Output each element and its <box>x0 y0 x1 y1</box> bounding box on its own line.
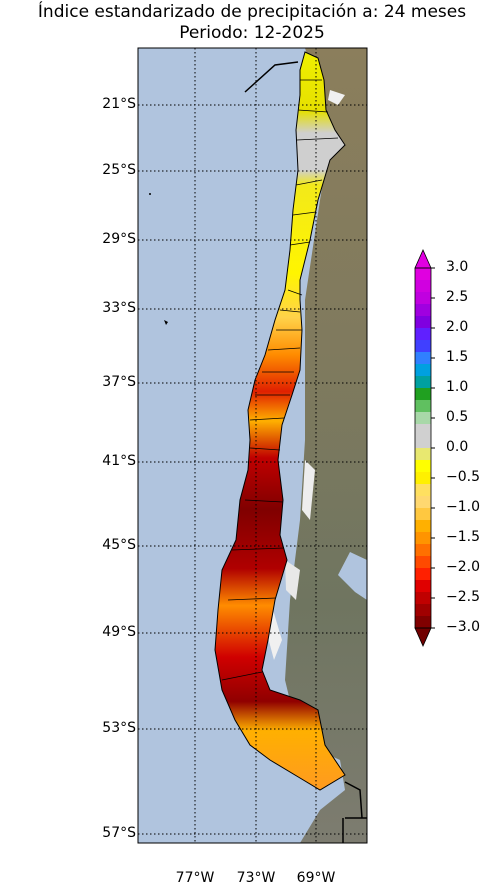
colorbar-swatch <box>415 400 431 413</box>
colorbar-swatch <box>415 520 431 533</box>
colorbar-tick-label: 3.0 <box>446 259 469 275</box>
colorbar-swatch <box>415 448 431 461</box>
lon-label-77w: 77°W <box>175 870 215 886</box>
lat-label-49s: 49°S <box>102 624 136 640</box>
colorbar <box>414 249 435 647</box>
colorbar-swatch <box>415 508 431 521</box>
colorbar-tick-label: −1.0 <box>446 499 480 515</box>
colorbar-swatch <box>415 592 431 605</box>
colorbar-swatch <box>415 424 431 437</box>
national-borders <box>244 61 367 843</box>
colorbar-swatch <box>415 328 431 341</box>
map-frame <box>137 47 368 844</box>
lat-label-37s: 37°S <box>102 374 136 390</box>
colorbar-tick-label: 0.0 <box>446 439 469 455</box>
colorbar-swatch <box>415 352 431 365</box>
colorbar-extend-min <box>414 627 432 647</box>
land-area <box>285 48 367 843</box>
lat-label-53s: 53°S <box>102 720 136 736</box>
graticule <box>138 48 367 843</box>
snow-patch <box>302 460 315 520</box>
colorbar-tick-label: −3.0 <box>446 619 480 635</box>
colorbar-tick-label: 0.5 <box>446 409 469 425</box>
colorbar-swatch <box>415 388 431 401</box>
lon-label-69w: 69°W <box>296 870 336 886</box>
colorbar-swatch <box>415 268 431 281</box>
snow-patch <box>285 560 300 600</box>
map-title: Índice estandarizado de precipitación a:… <box>37 2 467 22</box>
colorbar-swatch <box>415 412 431 425</box>
colorbar-swatch <box>415 580 431 593</box>
colorbar-extend-max <box>414 249 432 269</box>
lat-label-21s: 21°S <box>102 96 136 112</box>
region-borders <box>221 79 339 681</box>
colorbar-swatch <box>415 292 431 305</box>
colorbar-swatch <box>415 340 431 353</box>
colorbar-swatch <box>415 472 431 485</box>
island <box>149 193 151 195</box>
colorbar-swatch <box>415 460 431 473</box>
lat-label-29s: 29°S <box>102 231 136 247</box>
colorbar-swatch <box>415 532 431 545</box>
island <box>164 320 168 325</box>
colorbar-swatch <box>415 544 431 557</box>
lat-label-41s: 41°S <box>102 453 136 469</box>
lat-label-45s: 45°S <box>102 537 136 553</box>
colorbar-tick-label: −2.5 <box>446 589 480 605</box>
colorbar-swatch <box>415 556 431 569</box>
colorbar-swatch <box>415 376 431 389</box>
lon-label-73w: 73°W <box>236 870 276 886</box>
colorbar-tick-label: 2.0 <box>446 319 469 335</box>
lat-label-25s: 25°S <box>102 162 136 178</box>
colorbar-swatch <box>415 604 431 617</box>
chile-spi-region <box>214 51 346 791</box>
colorbar-swatch <box>415 484 431 497</box>
colorbar-tick-label: −1.5 <box>446 529 480 545</box>
colorbar-swatch <box>415 280 431 293</box>
colorbar-tick-label: −0.5 <box>446 469 480 485</box>
colorbar-swatch <box>415 568 431 581</box>
colorbar-swatch <box>415 436 431 449</box>
lat-label-33s: 33°S <box>102 300 136 316</box>
colorbar-swatch <box>415 304 431 317</box>
snow-patch <box>328 90 345 105</box>
colorbar-tick-label: 1.0 <box>446 379 469 395</box>
colorbar-tick-label: −2.0 <box>446 559 480 575</box>
colorbar-tick-label: 2.5 <box>446 289 469 305</box>
colorbar-swatch <box>415 616 431 629</box>
colorbar-swatch <box>415 496 431 509</box>
map-subtitle: Periodo: 12-2025 <box>179 23 325 43</box>
colorbar-tick-label: 1.5 <box>446 349 469 365</box>
lat-label-57s: 57°S <box>102 825 136 841</box>
colorbar-swatch <box>415 316 431 329</box>
colorbar-swatch <box>415 364 431 377</box>
